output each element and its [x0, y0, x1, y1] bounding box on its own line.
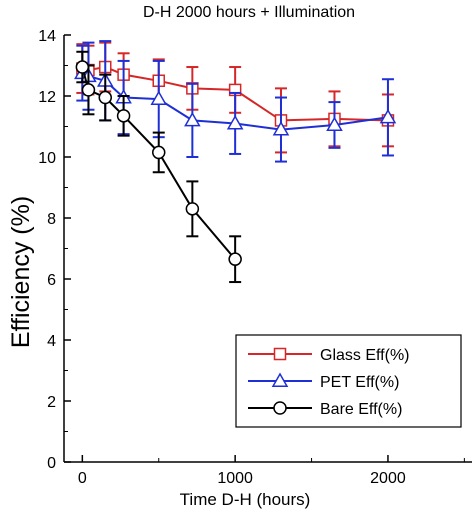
series-line — [81, 72, 389, 131]
y-tick-label: 6 — [47, 272, 56, 289]
legend-label: PET Eff(%) — [320, 374, 399, 391]
legend-label: Glass Eff(%) — [320, 347, 410, 364]
y-tick-label: 4 — [47, 333, 56, 350]
data-point — [116, 109, 131, 123]
y-tick-label: 8 — [47, 211, 56, 228]
data-point — [150, 90, 168, 106]
data-point — [184, 111, 201, 127]
legend: Glass Eff(%) PET Eff(%) Bare Eff(%) — [235, 334, 462, 428]
y-tick-label: 12 — [38, 89, 56, 106]
x-tick-label: 2000 — [370, 470, 406, 487]
series-circle — [75, 50, 242, 284]
plot-area: 0 2 4 6 8 10 12 14 0 1000 2000 Glass Eff(%) PET Eff(… — [38, 28, 472, 487]
y-tick-label: 14 — [38, 28, 56, 45]
data-point — [75, 60, 90, 74]
data-point — [98, 90, 113, 105]
y-axis-title: Efficiency (%) — [7, 196, 35, 348]
data-point — [272, 121, 290, 136]
chart-title: D-H 2000 hours + Illumination — [143, 4, 355, 21]
x-tick-label: 0 — [78, 470, 87, 487]
legend-marker — [273, 401, 287, 415]
data-point — [226, 114, 244, 130]
data-point — [185, 202, 200, 216]
x-axis-title: Time D-H (hours) — [180, 490, 311, 509]
legend-item: PET Eff(%) — [248, 372, 399, 391]
series-line — [82, 65, 389, 122]
x-tick-label: 1000 — [217, 470, 253, 487]
data-point — [326, 116, 343, 131]
legend-item: Bare Eff(%) — [248, 401, 402, 418]
y-tick-label: 10 — [38, 150, 56, 167]
legend-marker — [273, 347, 287, 361]
legend-marker — [271, 372, 289, 387]
data-point — [228, 252, 242, 266]
legend-label: Bare Eff(%) — [320, 401, 402, 418]
y-tick-label: 2 — [47, 394, 56, 411]
data-point — [379, 108, 397, 124]
y-tick-label: 0 — [47, 455, 56, 472]
legend-item: Glass Eff(%) — [248, 347, 410, 364]
data-point — [81, 83, 96, 97]
data-point — [151, 145, 166, 160]
